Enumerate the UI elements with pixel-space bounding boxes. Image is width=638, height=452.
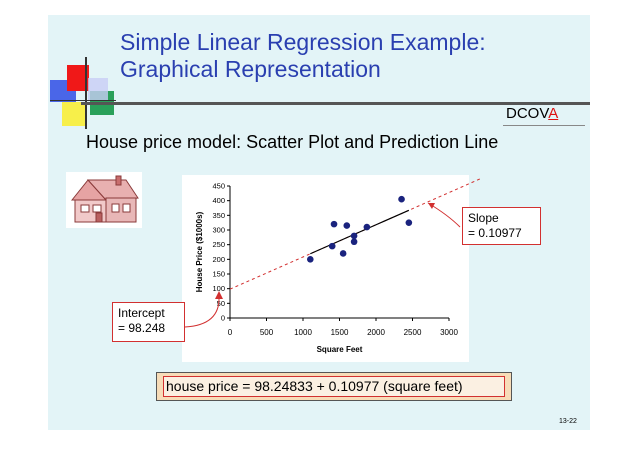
title-line-1: Simple Linear Regression Example: — [120, 29, 486, 55]
slide-title: Simple Linear Regression Example: Graphi… — [120, 29, 590, 83]
dcova-underline — [503, 125, 585, 126]
intercept-label: Intercept — [118, 306, 165, 320]
house-window-4 — [122, 203, 131, 213]
x-tick-label: 3000 — [440, 328, 458, 337]
x-tick-label: 2000 — [367, 328, 385, 337]
y-tick-label: 450 — [212, 182, 225, 191]
data-point — [307, 256, 314, 263]
y-tick-label: 100 — [212, 284, 225, 293]
data-point — [339, 250, 347, 257]
logo-vertical-line — [85, 57, 87, 129]
y-tick-label: 0 — [221, 314, 225, 323]
slide: Simple Linear Regression Example: Graphi… — [48, 15, 590, 430]
dcova-prefix: DCOV — [506, 105, 549, 122]
dcova-highlight: A — [548, 105, 559, 122]
regression-equation: house price = 98.24833 + 0.10977 (square… — [163, 376, 505, 397]
x-axis-label: Square Feet — [317, 345, 363, 354]
house-roof-right — [86, 179, 139, 201]
house-wall-side — [105, 197, 137, 223]
x-tick-label: 2500 — [404, 328, 422, 337]
house-window-1 — [80, 204, 90, 213]
house-window-2 — [92, 204, 102, 213]
x-tick-label: 1500 — [331, 328, 349, 337]
prediction-line-extended — [229, 177, 483, 290]
intercept-value: = 98.248 — [118, 321, 166, 335]
logo-yellow-square — [62, 102, 86, 126]
equation-box: house price = 98.24833 + 0.10977 (square… — [156, 372, 512, 401]
house-clipart — [66, 172, 142, 228]
intercept-connector — [184, 296, 220, 328]
data-point — [398, 195, 405, 203]
y-axis-label: House Price ($1000s) — [195, 211, 204, 292]
data-point — [330, 220, 338, 228]
y-tick-label: 300 — [212, 226, 225, 235]
intercept-arrowhead — [215, 291, 223, 299]
page-number: 13-22 — [559, 418, 577, 425]
prediction-line-group — [229, 177, 483, 290]
logo-blue-pale-square — [88, 78, 108, 100]
title-divider — [81, 102, 590, 105]
y-tick-label: 50 — [217, 299, 225, 308]
x-tick-label: 1000 — [294, 328, 312, 337]
logo-horizontal-line — [50, 100, 116, 101]
y-tick-label: 250 — [212, 240, 225, 249]
data-points — [307, 195, 413, 263]
prediction-line — [310, 209, 410, 255]
data-point — [350, 238, 358, 246]
data-point — [350, 232, 358, 240]
title-line-2: Graphical Representation — [120, 56, 381, 82]
chart-plot-area — [182, 175, 469, 362]
y-tick-label: 400 — [212, 196, 225, 205]
intercept-callout: Intercept = 98.248 — [112, 302, 185, 342]
y-tick-label: 350 — [212, 211, 225, 220]
slope-callout: Slope = 0.10977 — [462, 207, 541, 245]
x-tick-label: 0 — [228, 328, 233, 337]
x-tick-label: 500 — [260, 328, 274, 337]
chart-ticks: 0 50 100 150 200 250 300 350 400 450 0 500 1000 1500 2… — [212, 182, 458, 338]
slide-subtitle: House price model: Scatter Plot and Pred… — [86, 132, 499, 152]
house-chimney — [115, 175, 122, 186]
data-point — [363, 223, 371, 231]
y-tick-label: 200 — [212, 255, 225, 264]
house-door — [95, 212, 103, 223]
slope-value: = 0.10977 — [468, 226, 522, 240]
y-tick-label: 150 — [212, 270, 225, 279]
data-point — [328, 242, 336, 250]
data-point — [343, 222, 351, 229]
house-window-3 — [111, 203, 120, 213]
slope-arrowhead — [428, 203, 435, 209]
logo-red-square — [67, 65, 89, 91]
scatter-chart: 0 50 100 150 200 250 300 350 400 450 0 500 1000 1500 2… — [182, 175, 483, 362]
dcova-tag: DCOVA — [506, 105, 558, 122]
data-point — [405, 219, 413, 226]
slope-label: Slope — [468, 211, 499, 225]
